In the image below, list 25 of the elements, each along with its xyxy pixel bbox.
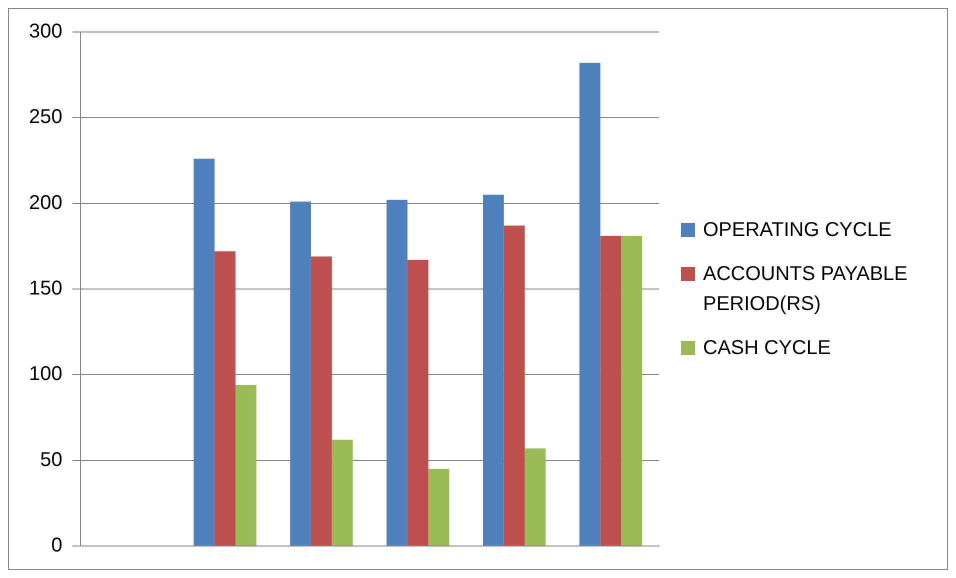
- y-tick-label: 0: [51, 534, 62, 557]
- legend-label: OPERATING CYCLE: [703, 218, 892, 243]
- bar: [194, 158, 215, 546]
- bar: [386, 200, 408, 546]
- y-tick-label: 300: [28, 20, 62, 43]
- y-tick-label: 250: [28, 106, 62, 128]
- legend-label: ACCOUNTS PAYABLE PERIOD(RS): [703, 262, 908, 317]
- bar: [235, 384, 256, 546]
- bar: [428, 468, 450, 546]
- bar: [311, 256, 332, 546]
- y-tick-label: 150: [28, 278, 62, 300]
- bar: [290, 202, 312, 546]
- legend-label: CASH CYCLE: [703, 336, 831, 361]
- bar: [600, 236, 622, 546]
- y-tick-label: 50: [40, 448, 62, 471]
- bar: [214, 251, 236, 546]
- bar: [524, 448, 546, 546]
- bar: [621, 236, 642, 546]
- bar: [504, 226, 525, 546]
- bar: [579, 62, 600, 546]
- bar: [332, 440, 353, 546]
- bar: [483, 194, 504, 546]
- y-tick-label: 100: [28, 363, 62, 386]
- y-tick-label: 200: [28, 192, 62, 214]
- bar: [407, 260, 428, 546]
